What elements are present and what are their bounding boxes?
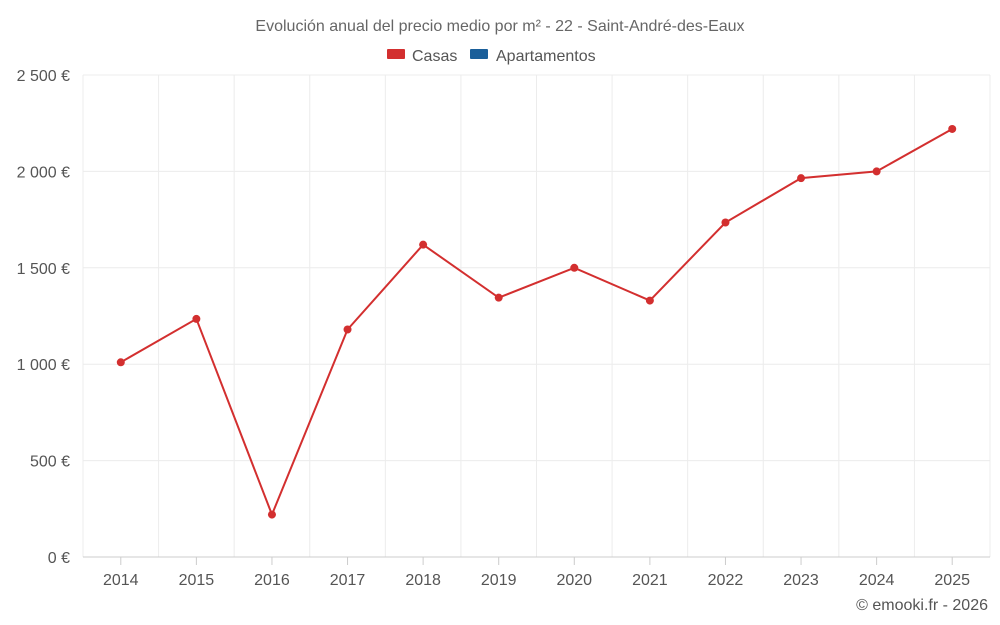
x-tick-label: 2016 [254, 572, 290, 589]
x-tick-label: 2014 [103, 572, 139, 589]
x-tick-label: 2015 [179, 572, 215, 589]
y-tick-label: 1 000 € [17, 357, 70, 374]
legend-item-apartamentos[interactable]: Apartamentos [470, 48, 596, 65]
series-line-casas [120, 128, 953, 518]
data-point-2014[interactable] [116, 358, 125, 367]
x-tick-label: 2023 [783, 572, 819, 589]
series-casas [116, 124, 957, 519]
legend-swatch-casas [387, 49, 405, 59]
data-point-2020[interactable] [570, 263, 579, 272]
data-point-2015[interactable] [192, 314, 201, 323]
y-tick-label: 500 € [30, 454, 70, 471]
data-point-2022[interactable] [721, 218, 730, 227]
data-point-2016[interactable] [267, 510, 276, 519]
x-axis-ticks: 2014 2015 2016 2017 2018 2019 2020 2021 2022 2023… [103, 557, 970, 589]
legend-label-casas: Casas [412, 48, 457, 65]
legend-swatch-apartamentos [470, 49, 488, 59]
x-tick-label: 2025 [934, 572, 970, 589]
data-point-2025[interactable] [948, 124, 957, 133]
x-tick-label: 2024 [859, 572, 895, 589]
x-tick-label: 2018 [405, 572, 441, 589]
x-tick-label: 2017 [330, 572, 366, 589]
data-point-2024[interactable] [872, 167, 881, 176]
legend: Casas Apartamentos [387, 48, 596, 65]
gridlines [82, 74, 991, 557]
x-tick-label: 2021 [632, 572, 668, 589]
data-point-2019[interactable] [494, 293, 503, 302]
data-point-2018[interactable] [419, 240, 428, 249]
data-point-2023[interactable] [797, 174, 806, 183]
data-point-2021[interactable] [645, 296, 654, 305]
x-tick-label: 2019 [481, 572, 517, 589]
chart-title: Evolución anual del precio medio por m² … [255, 18, 744, 35]
y-tick-label: 2 500 € [17, 68, 70, 85]
x-tick-label: 2022 [708, 572, 744, 589]
credit-text: © emooki.fr - 2026 [856, 597, 988, 614]
y-axis-ticks: 0 € 500 € 1 000 € 1 500 € 2 000 € 2 500 € [17, 68, 70, 567]
legend-label-apartamentos: Apartamentos [496, 48, 596, 65]
legend-item-casas[interactable]: Casas [387, 48, 457, 65]
x-tick-label: 2020 [556, 572, 592, 589]
y-tick-label: 2 000 € [17, 164, 70, 181]
y-tick-label: 1 500 € [17, 261, 70, 278]
data-point-2017[interactable] [343, 325, 352, 334]
y-tick-label: 0 € [48, 550, 70, 567]
